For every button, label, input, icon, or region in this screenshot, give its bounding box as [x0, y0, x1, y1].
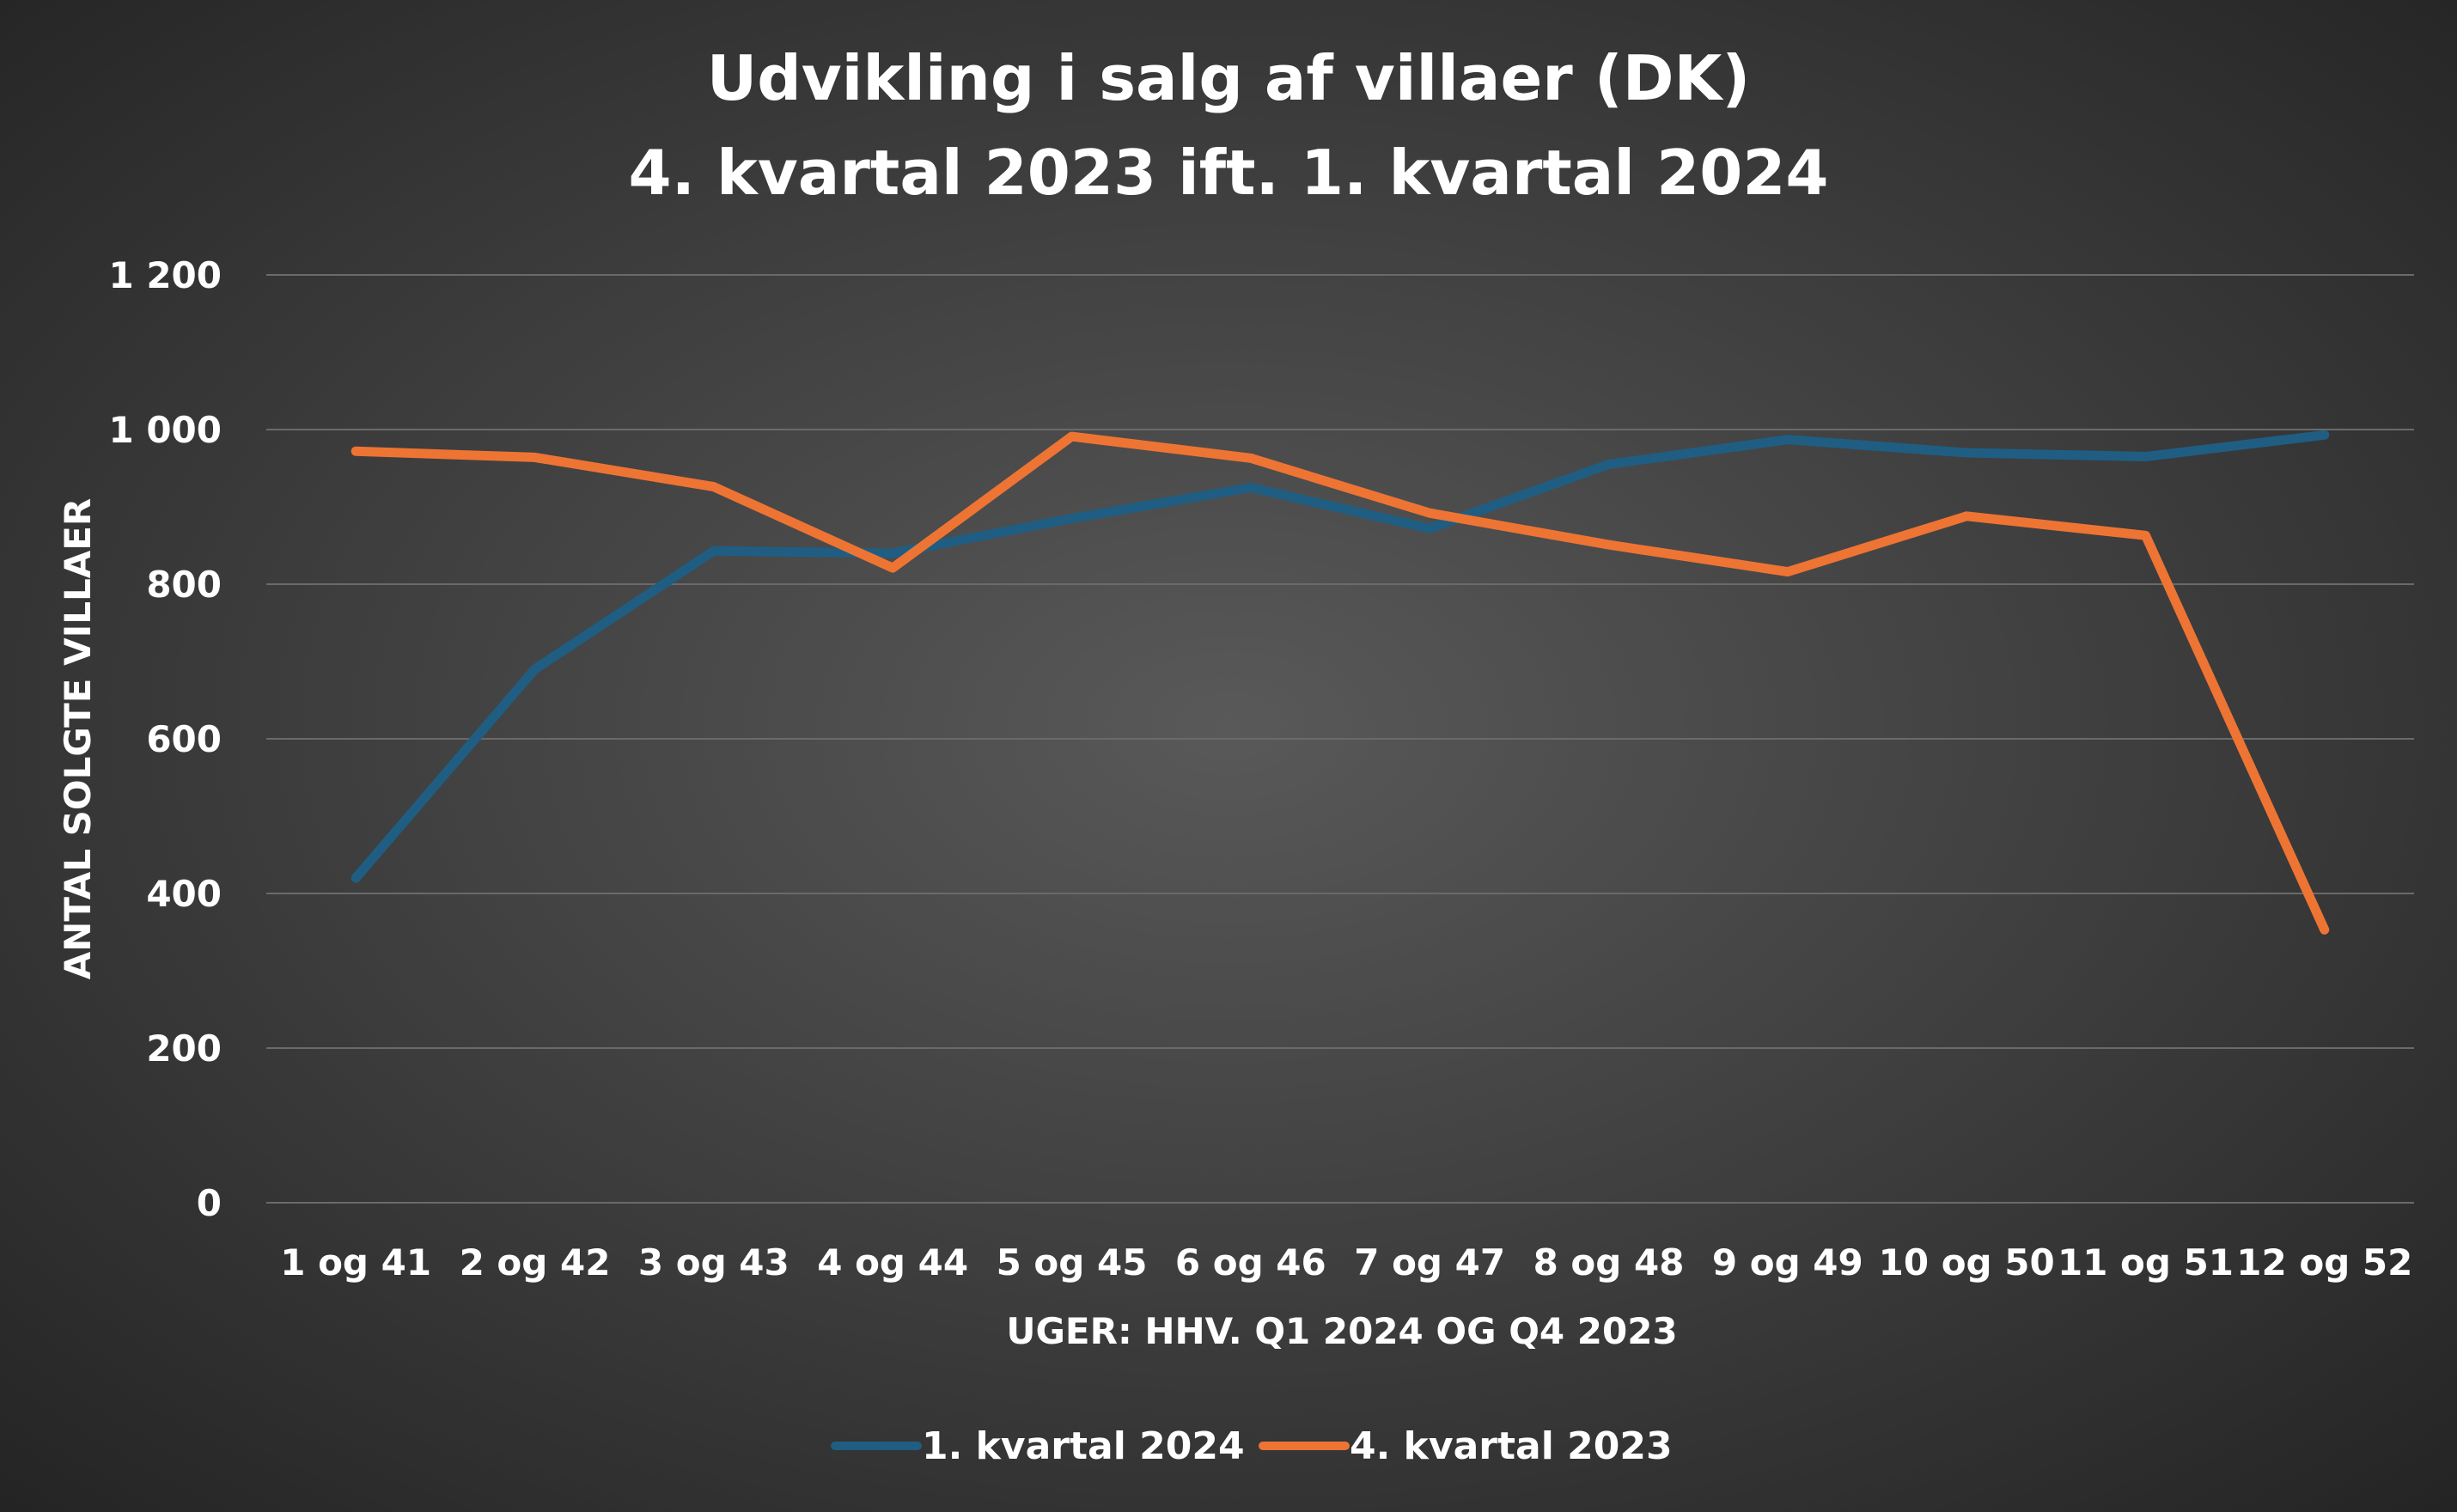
legend-label-series-2: 4. kvartal 2023 — [1350, 1424, 1673, 1468]
y-tick-label: 200 — [146, 1027, 222, 1070]
series-line-2 — [351, 431, 2330, 935]
x-tick-label: 9 og 49 — [1712, 1241, 1863, 1283]
x-axis-label: UGER: HHV. Q1 2024 OG Q4 2023 — [1006, 1310, 1677, 1352]
x-tick-label: 2 og 42 — [460, 1241, 611, 1283]
chart-title-line-1: Udvikling i salg af villaer (DK) — [707, 42, 1751, 114]
x-tick-label: 1 og 41 — [280, 1241, 431, 1283]
x-tick-label: 7 og 47 — [1354, 1241, 1505, 1283]
legend: 1. kvartal 2024 4. kvartal 2023 — [831, 1424, 1673, 1468]
y-tick-label: 400 — [146, 873, 222, 915]
y-tick-label: 1 000 — [108, 409, 222, 451]
x-tick-label: 12 og 52 — [2236, 1241, 2412, 1283]
grid-lines — [266, 274, 2414, 1204]
x-tick-label: 8 og 48 — [1533, 1241, 1685, 1283]
series-lines — [351, 430, 2330, 935]
x-tick-label: 5 og 45 — [997, 1241, 1148, 1283]
y-tick-label: 800 — [146, 564, 222, 606]
chart-title-line-2: 4. kvartal 2023 ift. 1. kvartal 2024 — [628, 137, 1828, 209]
x-tick-label: 4 og 44 — [817, 1241, 968, 1283]
y-tick-label: 600 — [146, 718, 222, 760]
y-axis-tick-labels: 0 200 400 600 800 1 000 1 200 — [108, 254, 222, 1224]
legend-label-series-1: 1. kvartal 2024 — [922, 1424, 1245, 1468]
y-tick-label: 0 — [197, 1182, 222, 1224]
x-tick-label: 3 og 43 — [638, 1241, 790, 1283]
x-tick-label: 11 og 51 — [2058, 1241, 2234, 1283]
y-axis-label: ANTAL SOLGTE VILLAER — [57, 498, 99, 980]
x-axis-tick-labels: 1 og 41 2 og 42 3 og 43 4 og 44 5 og 45 6 og … — [280, 1241, 2412, 1283]
y-tick-label: 1 200 — [108, 254, 222, 296]
x-tick-label: 10 og 50 — [1879, 1241, 2055, 1283]
series-line-1 — [351, 430, 2330, 883]
x-tick-label: 6 og 46 — [1175, 1241, 1326, 1283]
